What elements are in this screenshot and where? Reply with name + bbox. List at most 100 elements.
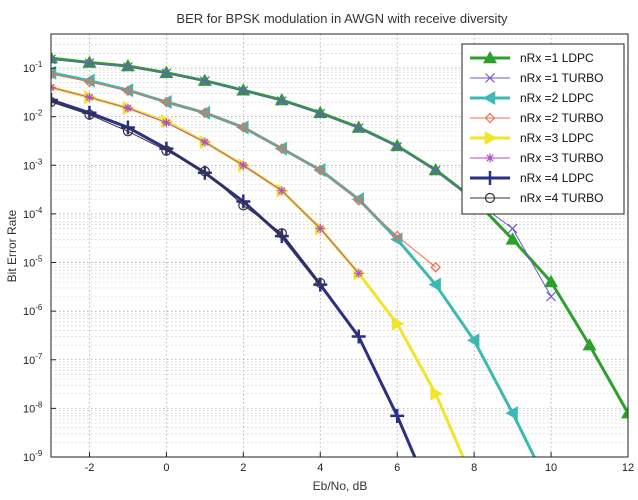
series-5 [51,82,364,278]
data-point [544,484,556,498]
data-point [199,166,210,177]
x-axis-ticks: -2 0 2 4 6 8 10 12 [85,452,634,474]
data-point [315,108,326,119]
series-line [51,73,437,268]
data-point [621,406,628,419]
legend-entry: nRx =4 LDPC [470,171,594,185]
data-point [84,58,95,69]
legend-entry: nRx =2 LDPC [470,91,594,105]
legend-label: nRx =1 LDPC [520,51,594,65]
x-axis-label: Eb/No, dB [313,479,368,493]
data-point [84,109,95,120]
data-point [315,277,326,289]
data-point [467,333,480,348]
data-point [351,329,366,344]
data-point [159,65,174,78]
data-point [51,96,57,108]
x-tick-label: 8 [471,462,477,474]
data-point [238,85,249,96]
y-tick-label: 10-5 [23,255,43,270]
data-point [84,92,94,102]
data-point [51,68,57,80]
data-point [236,83,251,96]
legend-label: nRx =2 TURBO [520,111,603,125]
legend-swatch-marker [483,171,497,185]
data-point [199,107,211,119]
data-point [122,85,134,97]
x-tick-label: 10 [545,462,557,474]
legend-label: nRx =3 TURBO [520,151,603,165]
legend-entry: nRx =2 TURBO [470,111,603,125]
data-point [51,54,56,65]
plot-area [51,51,628,498]
legend-entry: nRx =1 TURBO [470,71,603,85]
series-line [51,101,321,284]
x-tick-label: 4 [317,462,323,474]
legend-swatch-marker [484,131,497,145]
data-point [353,123,364,134]
data-point [390,408,405,423]
data-point [582,338,597,351]
data-point [353,194,365,206]
data-point [161,96,172,108]
data-point [197,73,212,86]
y-tick-label: 10-6 [23,303,43,318]
legend-swatch-marker [485,153,495,163]
legend-label: nRx =4 LDPC [520,171,594,185]
x-tick-label: 12 [622,462,634,474]
data-point [507,223,518,234]
data-point [122,126,134,137]
data-point [120,120,135,135]
x-tick-label: -2 [85,462,95,474]
data-point [200,137,210,147]
legend-entry: nRx =1 LDPC [470,51,594,65]
y-tick-label: 10-7 [23,352,43,367]
series-7 [51,96,326,289]
data-point [237,122,249,133]
legend-label: nRx =1 TURBO [520,71,603,85]
x-tick-label: 2 [240,462,246,474]
legend: nRx =1 LDPC nRx =1 TURBO nRx =2 LDPC nRx =2… [461,43,625,215]
series-line [51,56,628,414]
y-axis-label: Bit Error Rate [5,209,19,282]
data-point [428,162,443,176]
data-point [84,76,95,88]
data-point [544,274,559,288]
chart-title: BER for BPSK modulation in AWGN with rec… [176,11,508,26]
y-tick-label: 10-9 [23,449,43,464]
data-point [82,55,97,68]
data-point [428,277,441,292]
data-point [161,145,172,156]
y-tick-label: 10-1 [23,60,43,75]
data-point [469,475,481,489]
data-point [390,138,405,152]
series-line [51,85,465,457]
series-0 [51,51,628,419]
data-point [120,59,135,72]
data-point [276,228,287,239]
y-tick-label: 10-2 [23,109,43,124]
data-point [354,268,364,278]
legend-label: nRx =2 LDPC [520,91,594,105]
x-tick-label: 0 [163,462,169,474]
legend-label: nRx =4 TURBO [520,191,603,205]
data-point [274,229,289,244]
data-point [123,62,133,72]
legend-swatch-marker [483,91,496,105]
legend-swatch-marker [485,73,495,83]
legend-swatch-marker [484,112,496,124]
x-tick-label: 6 [394,462,400,474]
data-point [238,200,249,211]
legend-swatch-marker [483,51,497,64]
legend-entry: nRx =3 LDPC [470,131,594,145]
legend-label: nRx =3 LDPC [520,131,594,145]
legend-entry: nRx =3 TURBO [470,151,603,165]
data-point [430,165,441,176]
legend-entry: nRx =4 TURBO [470,191,603,205]
legend-box [461,43,625,215]
data-point [314,164,326,176]
data-point [161,118,171,128]
series-3 [51,68,442,273]
data-point [199,76,210,86]
